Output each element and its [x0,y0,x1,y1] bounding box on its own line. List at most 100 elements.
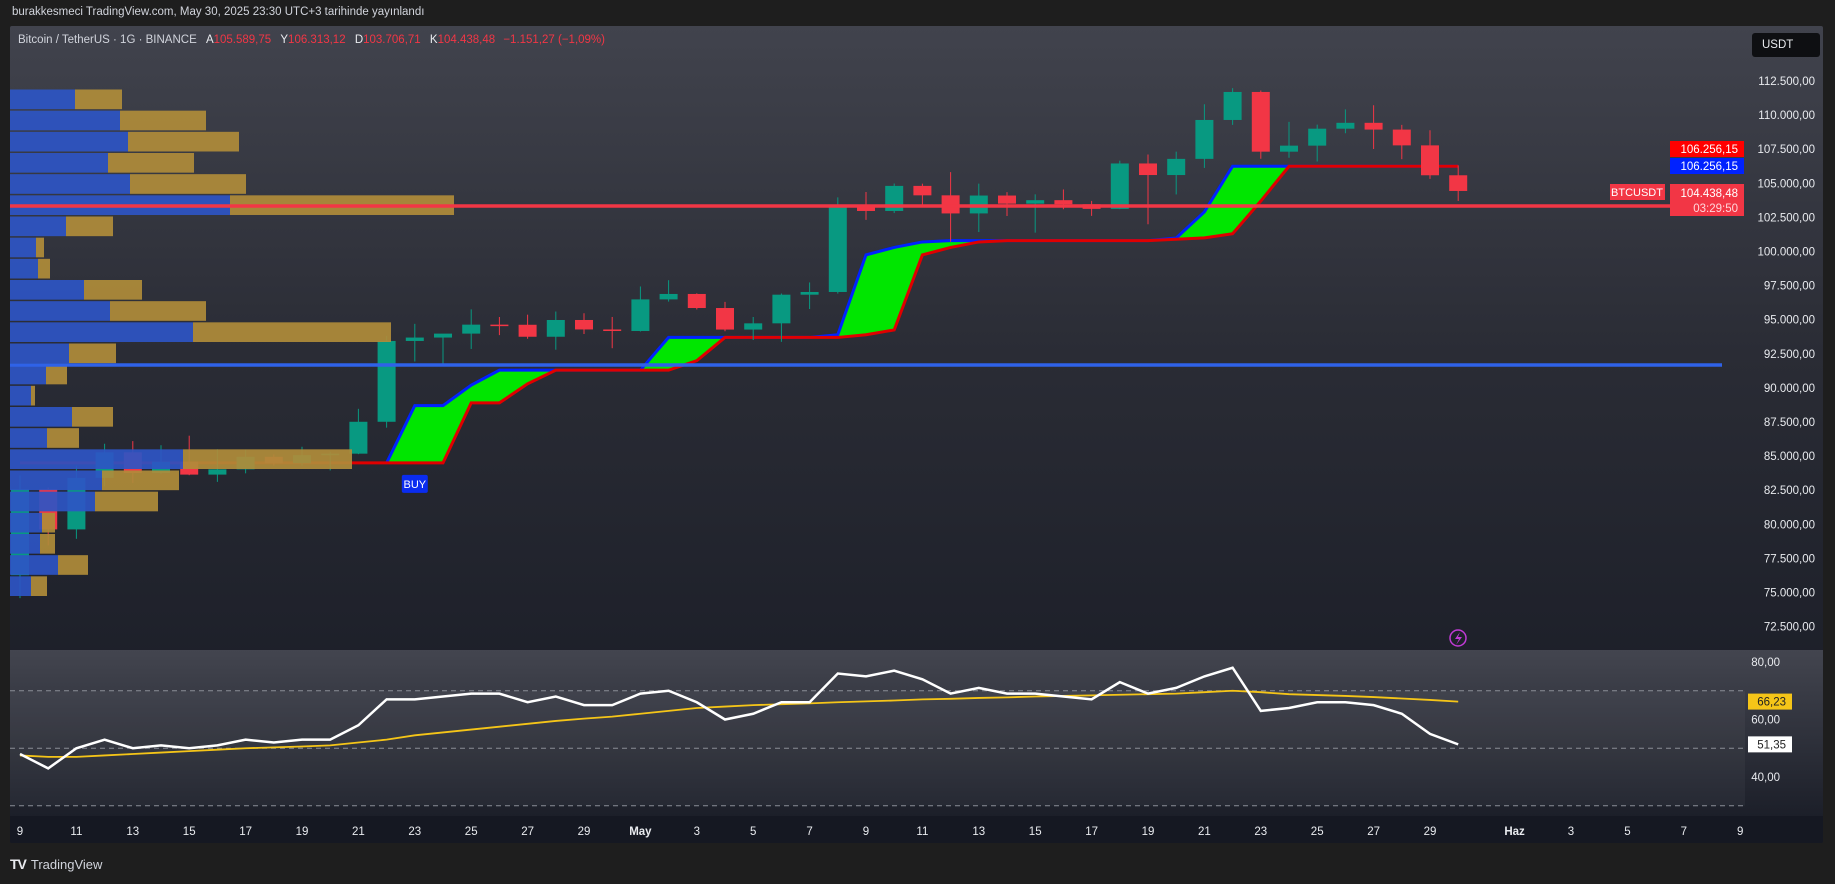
volume-profile-down-bar [95,491,158,512]
candle-body [1054,200,1073,205]
candle-body [1364,122,1383,130]
volume-profile-up-bar [10,364,46,385]
candle-body [546,319,565,337]
date-tick: 29 [578,826,591,838]
volume-profile-up-bar [10,385,31,406]
date-tick: 23 [408,826,421,838]
price-tick: 72.500,00 [1764,622,1815,634]
candle-body [405,337,424,341]
candle-body [998,195,1016,204]
volume-profile-down-bar [38,258,50,279]
rsi-value-badge [1748,736,1792,753]
volume-profile-up-bar [10,428,47,448]
chart-panel[interactable]: BUY 112.500,00 110.000,00 107.500,00 105.000… [10,26,1823,843]
countdown-timer: 03:29:50 [1693,203,1738,215]
date-tick: 5 [1624,826,1630,838]
candle-body [1026,200,1045,204]
candle-body [1421,145,1439,176]
price-tick: 95.000,00 [1764,315,1815,327]
date-axis[interactable] [10,816,1823,843]
price-tick: 102.500,00 [1757,212,1815,224]
date-tick: 11 [916,826,928,838]
high-label: Y [280,34,289,46]
date-tick: 29 [1424,826,1437,838]
symbol-name[interactable]: Bitcoin / TetherUS · 1G · BINANCE [18,34,197,46]
volume-profile-up-bar [10,555,58,575]
symbol-tag: BTCUSDT [1611,187,1663,199]
price-tick: 87.500,00 [1764,417,1815,429]
volume-profile-up-bar [10,470,102,491]
date-tick: 17 [1085,826,1098,838]
rsi-ma-value: 66,23 [1757,697,1786,709]
price-tick: 92.500,00 [1764,349,1815,361]
volume-profile-up-bar [10,258,38,279]
candle-body [687,293,706,309]
volume-profile-up-bar [10,152,108,173]
date-tick: 3 [1568,826,1574,838]
price-tick: 90.000,00 [1764,383,1815,395]
candle-body [913,185,932,196]
date-tick: 21 [352,826,365,838]
volume-profile-up-bar [10,449,183,469]
candle-body [1223,91,1242,120]
lightning-icon[interactable] [1449,629,1467,647]
last-price: 104.438,48 [1680,188,1738,200]
price-tick: 107.500,00 [1757,144,1815,156]
volume-profile-down-bar [108,152,194,173]
candle-body [1139,163,1157,176]
volume-profile-up-bar [10,216,66,237]
volume-profile-down-bar [58,555,88,575]
candle-body [349,421,368,454]
date-tick: 3 [694,826,700,838]
volume-profile-up-bar [10,89,75,110]
date-tick: 7 [1681,826,1687,838]
candle-body [603,329,622,331]
price-chart[interactable]: BUY 112.500,00 110.000,00 107.500,00 105.000… [10,26,1823,843]
volume-profile-up-bar [10,279,84,300]
candle-body [377,340,396,422]
volume-profile-down-bar [31,576,47,597]
candle-body [434,333,452,338]
date-tick: 11 [70,826,82,838]
date-tick: 19 [296,826,309,838]
supertrend-cloud [386,166,1459,463]
rsi-tick: 40,00 [1751,772,1780,784]
date-tick: 17 [239,826,252,838]
candle-body [772,294,791,324]
volume-profile-up-bar [10,110,120,131]
candle-body [575,319,593,330]
date-tick: 9 [1737,826,1743,838]
date-tick: 27 [521,826,534,838]
volume-profile-down-bar [130,174,246,194]
date-tick: 15 [183,826,196,838]
tradingview-logo-icon[interactable]: TV [10,856,27,872]
high-value: 106.313,12 [288,34,346,46]
candle-body [659,293,678,300]
volume-profile-up-bar [10,322,193,342]
open-label: A [205,34,214,46]
buy-signal-label: BUY [403,479,426,491]
price-tick: 110.000,00 [1758,110,1815,122]
supertrend-red-price-badge [1670,141,1744,157]
volume-profile-up-bar [10,301,110,321]
supertrend-red-price: 106.256,15 [1680,144,1738,156]
date-tick: 25 [1311,826,1324,838]
volume-profile-up-bar [10,237,36,258]
volume-profile-down-bar [120,110,206,131]
volume-profile-up-bar [10,512,42,533]
volume-profile-up-bar [10,131,128,152]
candle-body [1280,145,1298,152]
candle-body [716,308,734,330]
price-tick: 85.000,00 [1764,451,1815,463]
volume-profile-down-bar [75,89,122,110]
currency-button[interactable]: USDT [1752,33,1820,57]
volume-profile-down-bar [66,216,113,237]
supertrend-upper-line [385,164,1459,464]
volume-profile-down-bar [69,343,116,364]
date-tick: Haz [1504,826,1525,838]
candle-body [1392,129,1411,146]
volume-profile-up-bar [10,491,95,512]
volume-profile-down-bar [46,364,67,385]
footer-brand[interactable]: TradingView [30,856,103,872]
close-label: K [429,34,438,46]
